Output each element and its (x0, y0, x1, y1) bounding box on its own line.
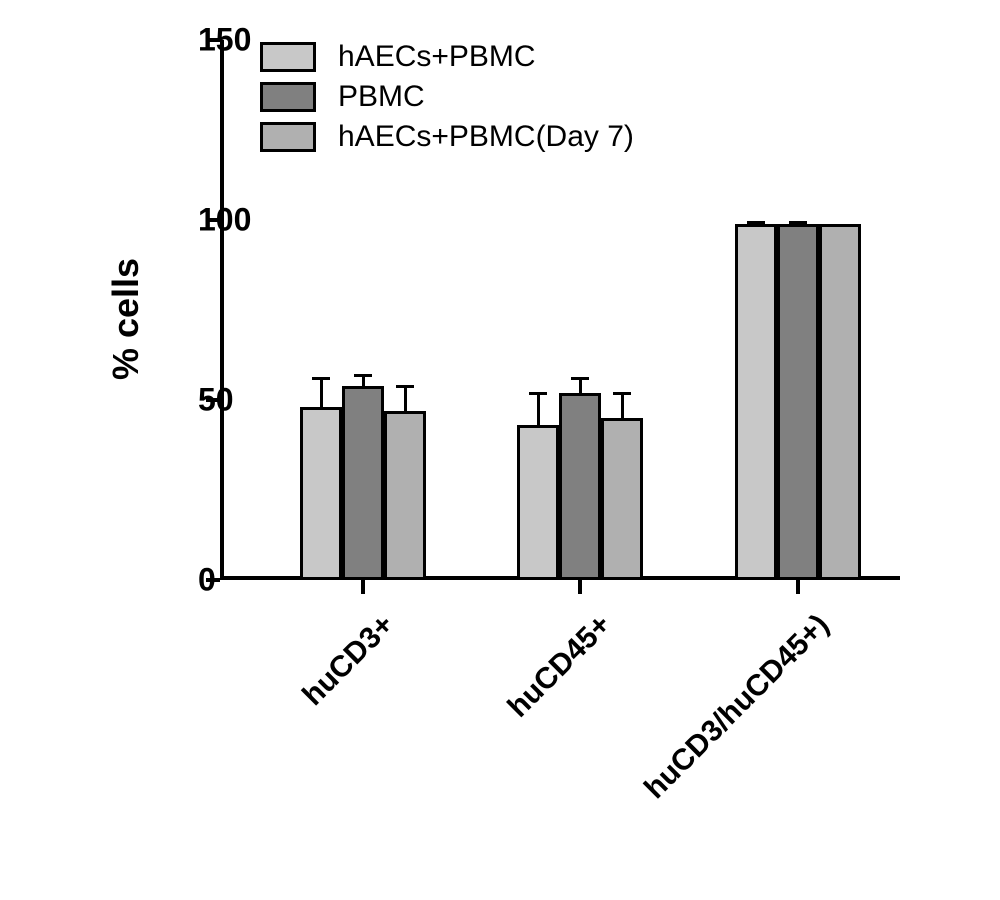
error-bar-cap (747, 221, 765, 224)
legend-swatch (260, 42, 316, 72)
error-bar-cap (571, 377, 589, 380)
x-category-label: huCD3/huCD45+) (600, 608, 836, 844)
error-bar-cap (396, 385, 414, 388)
bar (601, 418, 643, 580)
x-category-label: huCD3+ (165, 608, 401, 844)
bar (384, 411, 426, 580)
legend-item: hAECs+PBMC (260, 40, 634, 74)
x-category-label: huCD45+ (382, 608, 618, 844)
error-bar-stem (621, 393, 624, 418)
legend-swatch (260, 122, 316, 152)
legend-item: PBMC (260, 80, 634, 114)
bar (342, 386, 384, 580)
bar-chart-figure: 050100150huCD3+huCD45+huCD3/huCD45+) % c… (60, 20, 940, 880)
error-bar-cap (529, 392, 547, 395)
legend-item: hAECs+PBMC(Day 7) (260, 120, 634, 154)
y-axis-line (220, 40, 224, 580)
legend-label: PBMC (338, 80, 425, 114)
bar (300, 407, 342, 580)
error-bar-stem (404, 386, 407, 411)
error-bar-cap (789, 221, 807, 224)
x-tick (796, 580, 800, 594)
legend: hAECs+PBMC PBMC hAECs+PBMC(Day 7) (260, 40, 634, 160)
error-bar-stem (537, 393, 540, 425)
error-bar-cap (354, 374, 372, 377)
x-tick (361, 580, 365, 594)
error-bar-stem (579, 378, 582, 392)
bar (559, 393, 601, 580)
y-axis-title: % cells (105, 258, 147, 380)
x-tick (578, 580, 582, 594)
bar (517, 425, 559, 580)
error-bar-stem (320, 378, 323, 407)
legend-label: hAECs+PBMC (338, 40, 536, 74)
bar (735, 224, 777, 580)
error-bar-cap (312, 377, 330, 380)
legend-swatch (260, 82, 316, 112)
bar (819, 224, 861, 580)
bar (777, 224, 819, 580)
error-bar-cap (613, 392, 631, 395)
legend-label: hAECs+PBMC(Day 7) (338, 120, 634, 154)
